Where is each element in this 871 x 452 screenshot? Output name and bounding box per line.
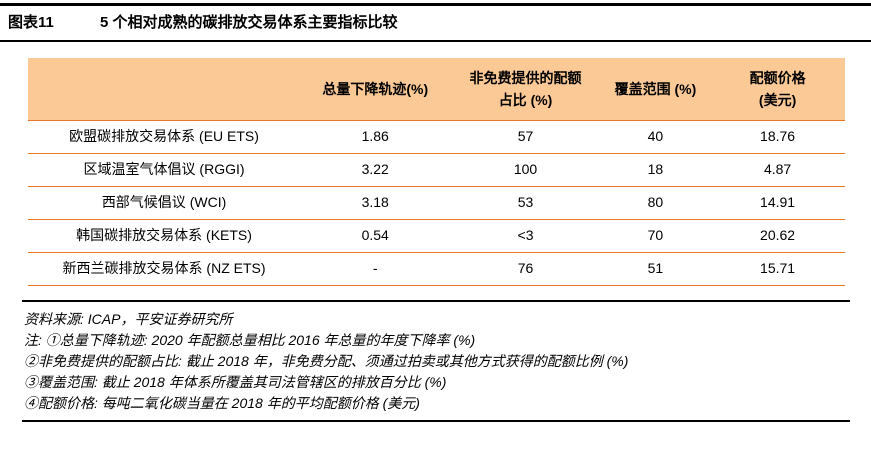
cell-decline: 0.54	[300, 219, 451, 253]
table-row-wci: 西部气候倡议 (WCI) 3.18 53 80 14.91	[28, 186, 845, 220]
cell-decline: -	[300, 252, 451, 286]
figure-title-bar: 图表11 5 个相对成熟的碳排放交易体系主要指标比较	[0, 3, 871, 42]
table-row-nz-ets: 新西兰碳排放交易体系 (NZ ETS) - 76 51 15.71	[28, 252, 845, 286]
table-row-eu-ets: 欧盟碳排放交易体系 (EU ETS) 1.86 57 40 18.76	[28, 120, 845, 154]
cell-nonfree: <3	[450, 219, 601, 253]
note-line-1: 注: ①总量下降轨迹: 2020 年配额总量相比 2016 年总量的年度下降率 …	[24, 331, 476, 348]
row-label: 西部气候倡议 (WCI)	[28, 186, 301, 220]
note-line-4: ④配额价格: 每吨二氧化碳当量在 2018 年的平均配额价格 (美元)	[24, 394, 420, 411]
figure-label: 图表11	[8, 14, 54, 31]
column-header-allowance-price: 配额价格 (美元)	[710, 58, 845, 121]
cell-price: 4.87	[710, 153, 845, 187]
column-header-system	[28, 58, 301, 121]
row-label: 韩国碳排放交易体系 (KETS)	[28, 219, 301, 253]
column-header-nonfree-allowance-share: 非免费提供的配额 占比 (%)	[450, 58, 601, 121]
cell-decline: 3.18	[300, 186, 451, 220]
cell-coverage: 70	[600, 219, 711, 253]
table-row-rggi: 区域温室气体倡议 (RGGI) 3.22 100 18 4.87	[28, 153, 845, 187]
cell-coverage: 51	[600, 252, 711, 286]
cell-nonfree: 53	[450, 186, 601, 220]
cell-price: 14.91	[710, 186, 845, 220]
note-line-2: ②非免费提供的配额占比: 截止 2018 年，非免费分配、须通过拍卖或其他方式获…	[24, 352, 629, 369]
note-line-3: ③覆盖范围: 截止 2018 年体系所覆盖其司法管辖区的排放百分比 (%)	[24, 373, 447, 390]
table-header-row: 总量下降轨迹(%) 非免费提供的配额 占比 (%) 覆盖范围 (%) 配额价格 …	[28, 58, 845, 121]
row-label: 新西兰碳排放交易体系 (NZ ETS)	[28, 252, 301, 286]
cell-nonfree: 76	[450, 252, 601, 286]
cell-price: 18.76	[710, 120, 845, 154]
cell-decline: 1.86	[300, 120, 451, 154]
cell-price: 20.62	[710, 219, 845, 253]
column-header-decline-trajectory: 总量下降轨迹(%)	[300, 58, 451, 121]
cell-nonfree: 57	[450, 120, 601, 154]
column-header-coverage: 覆盖范围 (%)	[600, 58, 711, 121]
figure-title: 5 个相对成熟的碳排放交易体系主要指标比较	[100, 14, 398, 31]
notes-section: 资料来源: ICAP，平安证券研究所 注: ①总量下降轨迹: 2020 年配额总…	[22, 299, 850, 422]
cell-decline: 3.22	[300, 153, 451, 187]
ets-comparison-table: 总量下降轨迹(%) 非免费提供的配额 占比 (%) 覆盖范围 (%) 配额价格 …	[28, 58, 845, 286]
table-row-kets: 韩国碳排放交易体系 (KETS) 0.54 <3 70 20.62	[28, 219, 845, 253]
cell-coverage: 80	[600, 186, 711, 220]
row-label: 区域温室气体倡议 (RGGI)	[28, 153, 301, 187]
cell-nonfree: 100	[450, 153, 601, 187]
cell-coverage: 18	[600, 153, 711, 187]
report-figure: 图表11 5 个相对成熟的碳排放交易体系主要指标比较 总量下降轨迹(%) 非免费…	[0, 3, 871, 422]
cell-coverage: 40	[600, 120, 711, 154]
cell-price: 15.71	[710, 252, 845, 286]
source-line: 资料来源: ICAP，平安证券研究所	[24, 310, 233, 327]
row-label: 欧盟碳排放交易体系 (EU ETS)	[28, 120, 301, 154]
